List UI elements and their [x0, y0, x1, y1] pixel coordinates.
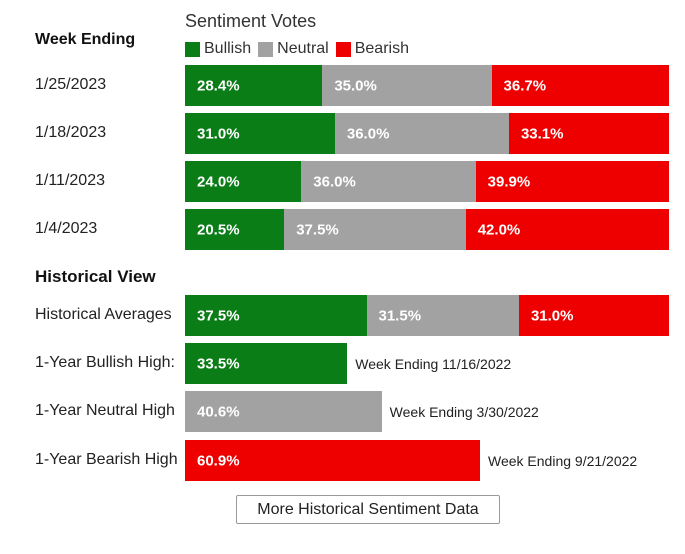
- bar-value-label: 31.0%: [530, 307, 574, 324]
- legend-label-bullish: Bullish: [204, 40, 252, 57]
- legend-label-neutral: Neutral: [277, 40, 329, 57]
- bar-value-label: 33.5%: [197, 355, 240, 372]
- historical-view-heading: Historical View: [35, 267, 156, 286]
- bar-value-label: 31.0%: [197, 125, 240, 142]
- bar-segment-bullish: 31.0%: [185, 113, 335, 154]
- legend-item-bullish: Bullish: [185, 40, 251, 58]
- bar-segment-bullish: 24.0%: [185, 161, 302, 202]
- bar-segment-bearish: 33.1%: [508, 113, 669, 154]
- bar-segment-neutral: 36.0%: [301, 161, 476, 202]
- legend-item-neutral: Neutral: [258, 40, 329, 58]
- week-label: 1/11/2023: [35, 172, 105, 189]
- week-label: 1/18/2023: [35, 124, 107, 141]
- week-label: 1/4/2023: [35, 220, 98, 237]
- legend: Bullish Neutral Bearish: [185, 40, 416, 58]
- week-label: 1/25/2023: [35, 76, 107, 93]
- historical-averages-bar: 37.5% 31.5% 31.0%: [185, 295, 669, 336]
- legend-swatch-bullish: [185, 41, 200, 57]
- bar-value-label: 24.0%: [197, 173, 240, 190]
- legend-item-bearish: Bearish: [335, 40, 409, 58]
- bar-value-label: 39.9%: [487, 173, 531, 190]
- bar-value-label: 36.0%: [313, 173, 356, 190]
- bearish-high-bar: 60.9%: [185, 440, 480, 481]
- bar-segment-neutral: 37.5%: [284, 209, 466, 250]
- bar-segment-bullish: 28.4%: [185, 65, 323, 106]
- legend-label-bearish: Bearish: [354, 40, 409, 57]
- bar-value-label: 42.0%: [477, 221, 521, 238]
- week-bar: 28.4% 35.0% 36.7%: [185, 65, 669, 106]
- legend-swatch-neutral: [258, 41, 274, 57]
- bar-value-label: 60.9%: [197, 452, 240, 469]
- bar-segment-bullish: 37.5%: [185, 295, 367, 336]
- bar-segment-bearish: 36.7%: [491, 65, 669, 106]
- bar-value-label: 31.5%: [378, 307, 422, 324]
- bar-value-label: 35.0%: [334, 77, 377, 94]
- bar-value-label: 33.1%: [520, 125, 564, 142]
- bar-segment-bearish: 39.9%: [475, 161, 669, 202]
- bar-segment-neutral: 36.0%: [334, 113, 509, 154]
- week-ending-heading: Week Ending: [35, 31, 136, 48]
- week-bar: 31.0% 36.0% 33.1%: [185, 113, 669, 154]
- bar-value-label: 20.5%: [197, 221, 240, 238]
- week-bar: 20.5% 37.5% 42.0%: [185, 209, 669, 250]
- bar-segment-bullish: 20.5%: [185, 209, 285, 250]
- historical-averages-label: Historical Averages: [35, 306, 172, 323]
- bar-segment-bearish: 42.0%: [465, 209, 669, 250]
- bar-value-label: 37.5%: [296, 221, 339, 238]
- bar-value-label: 36.7%: [503, 77, 547, 94]
- bar-segment-neutral: 35.0%: [322, 65, 492, 106]
- legend-swatch-bearish: [335, 41, 351, 57]
- high-note: Week Ending 9/21/2022: [488, 453, 638, 469]
- week-bar: 24.0% 36.0% 39.9%: [185, 161, 669, 202]
- high-label: 1-Year Bullish High:: [35, 354, 175, 371]
- bullish-high-bar: 33.5%: [185, 343, 348, 384]
- bar-value-label: 37.5%: [197, 307, 240, 324]
- legend-title: Sentiment Votes: [185, 11, 317, 31]
- high-label: 1-Year Neutral High: [35, 402, 175, 419]
- high-note: Week Ending 11/16/2022: [355, 356, 512, 372]
- high-label: 1-Year Bearish High: [35, 451, 178, 468]
- bar-value-label: 40.6%: [197, 403, 240, 420]
- bar-segment-bearish: 31.0%: [518, 295, 669, 336]
- bar-value-label: 28.4%: [197, 77, 240, 94]
- bar-value-label: 36.0%: [346, 125, 390, 142]
- bar-segment-neutral: 31.5%: [366, 295, 519, 336]
- neutral-high-bar: 40.6%: [185, 391, 382, 432]
- high-note: Week Ending 3/30/2022: [389, 404, 539, 420]
- more-historical-data-button[interactable]: More Historical Sentiment Data: [236, 495, 500, 524]
